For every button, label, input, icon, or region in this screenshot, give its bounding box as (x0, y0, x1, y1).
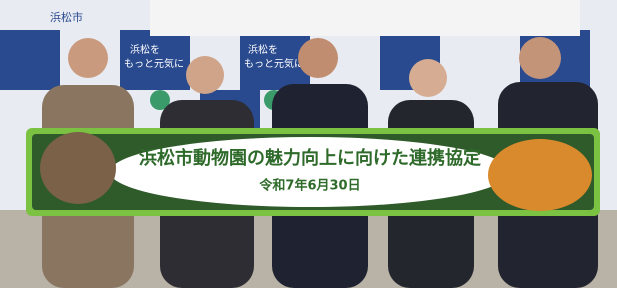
owl (40, 132, 116, 204)
backdrop-slogan: もっと元気に (244, 57, 304, 70)
banner-title: 浜松市動物園の魅力向上に向けた連携協定 (139, 147, 481, 169)
backdrop-panel (0, 30, 60, 90)
banner-date: 令和7年6月30日 (259, 178, 360, 194)
backdrop-logo: 浜松市 (50, 10, 83, 24)
scene-drawing: 浜松市 浜松を もっと元気に 浜松を もっと元気に 浜松市動物園の魅力向上に向け… (0, 0, 617, 288)
backdrop-slogan: 浜松を (130, 43, 160, 56)
backdrop-slogan: 浜松を (248, 43, 278, 56)
tiger (488, 139, 592, 211)
top-sign (150, 0, 580, 36)
backdrop-slogan: もっと元気に (124, 57, 184, 70)
photo: 浜松市 浜松を もっと元気に 浜松を もっと元気に 浜松市動物園の魅力向上に向け… (0, 0, 617, 288)
